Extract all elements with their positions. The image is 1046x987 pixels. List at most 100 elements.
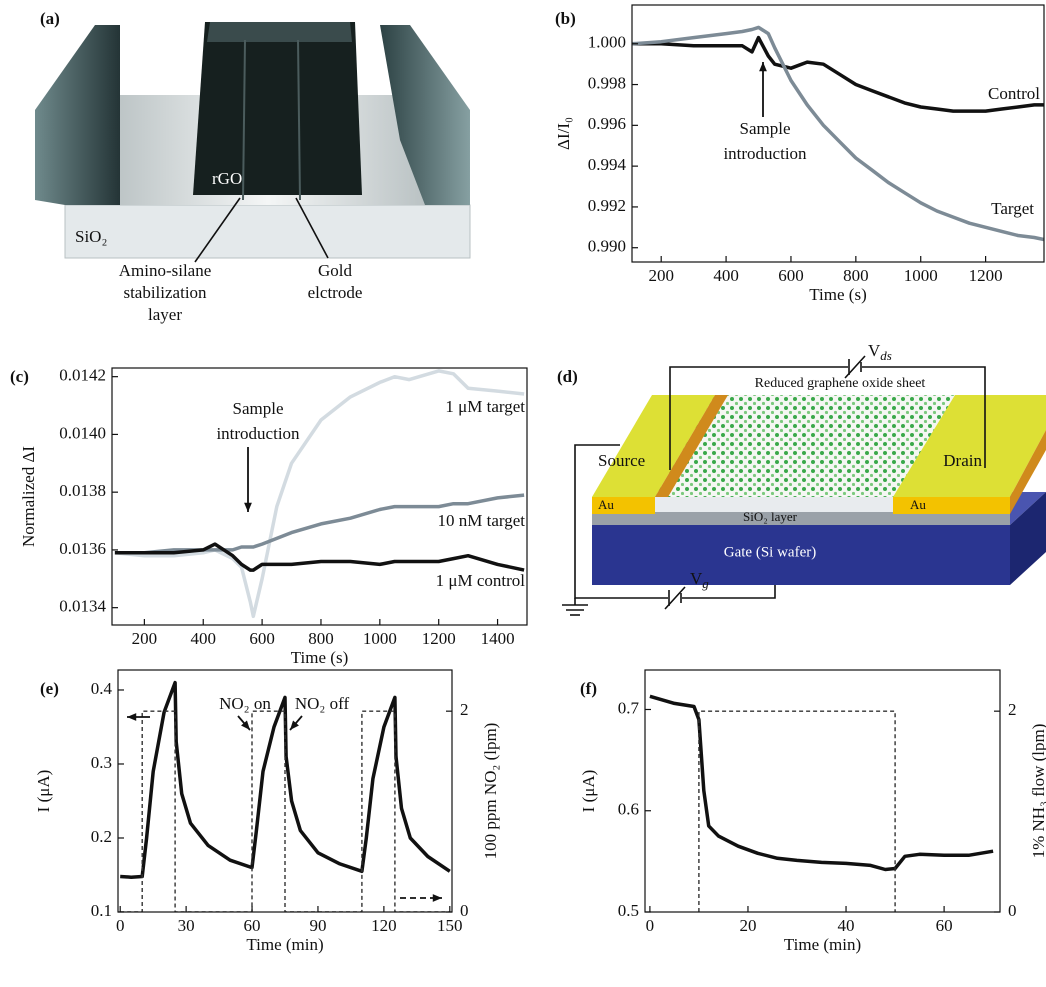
- layer-label: stabilization: [123, 283, 207, 302]
- y-tick-label: 0.2: [91, 827, 112, 846]
- series-label: 10 nM target: [437, 511, 525, 530]
- annotation: introduction: [216, 424, 300, 443]
- axes-frame: [117, 669, 453, 913]
- arrow-head: [432, 894, 442, 902]
- annotation: Sample: [233, 399, 284, 418]
- source-front: [592, 497, 655, 514]
- panel-label: (c): [10, 367, 29, 386]
- series-line: [632, 35, 1044, 113]
- y-tick-label: 0.5: [618, 901, 639, 920]
- series-line: [632, 25, 1044, 242]
- substrate-label: SiO₂: [75, 227, 107, 246]
- annotation: Sample: [740, 119, 791, 138]
- x-tick-label: 600: [249, 629, 275, 648]
- y-tick-label: 0.992: [588, 196, 626, 215]
- series-line: [649, 694, 994, 872]
- y2-axis-title: 100 ppm NO₂ (lpm): [481, 723, 500, 860]
- panel-label: (a): [40, 9, 60, 28]
- y2-tick-label: 2: [1008, 700, 1017, 719]
- drain-label: Drain: [943, 451, 982, 470]
- x-tick-label: 600: [778, 266, 804, 285]
- x-tick-label: 400: [190, 629, 216, 648]
- y2-tick-label: 2: [460, 700, 469, 719]
- drain-top: [893, 395, 1046, 497]
- x-tick-label: 60: [936, 916, 953, 935]
- y-tick-label: 0.0142: [59, 366, 106, 385]
- panel-label: (f): [580, 679, 597, 698]
- y-tick-label: 0.998: [588, 73, 626, 92]
- x-tick-label: 60: [244, 916, 261, 935]
- series-label: 1 μM target: [445, 397, 525, 416]
- panel-label: (d): [557, 367, 578, 386]
- rgo-layer: [193, 22, 362, 195]
- pointer: [194, 197, 241, 263]
- y-tick-label: 0.996: [588, 114, 626, 133]
- y-axis-title: I (μA): [34, 770, 53, 813]
- x-axis-title: Time (min): [784, 935, 861, 954]
- source-top: [592, 395, 715, 497]
- y-tick-label: 0.0136: [59, 539, 106, 558]
- x-tick-label: 1200: [969, 266, 1003, 285]
- y-axis-title: ΔI/I₀: [554, 117, 573, 150]
- x-tick-label: 1000: [363, 629, 397, 648]
- x-tick-label: 200: [132, 629, 158, 648]
- x-tick-label: 150: [437, 916, 463, 935]
- gate-label: Gate (Si wafer): [724, 544, 816, 560]
- electrode-label: elctrode: [308, 283, 363, 302]
- series-line: [698, 710, 896, 912]
- substrate: [64, 204, 471, 259]
- layer-label: layer: [148, 305, 182, 324]
- arrow-head: [244, 502, 252, 512]
- x-axis-title: Time (s): [291, 648, 348, 667]
- electrode-edge: [297, 39, 301, 201]
- y-tick-label: 0.0134: [59, 597, 106, 616]
- series-label: 1 μM control: [436, 571, 526, 590]
- annotation: NO₂ off: [295, 694, 350, 713]
- y-tick-label: 0.3: [91, 753, 112, 772]
- panel-label: (e): [40, 679, 59, 698]
- y-tick-label: 0.0138: [59, 481, 106, 500]
- x-tick-label: 120: [371, 916, 397, 935]
- wafer-front: [592, 525, 1010, 585]
- au-label: Au: [598, 497, 614, 512]
- y-tick-label: 0.990: [588, 237, 626, 256]
- x-tick-label: 800: [308, 629, 334, 648]
- x-axis-title: Time (s): [809, 285, 866, 304]
- diagram-d: (d) Vds Reduced graphene oxide sheet Sou…: [557, 341, 1046, 616]
- axes-frame: [111, 367, 528, 626]
- subscript: ds: [880, 348, 892, 363]
- sheet-dots: [655, 395, 955, 497]
- rgo-top: [207, 22, 352, 42]
- battery: [664, 586, 686, 610]
- left-rail: [35, 25, 120, 205]
- x-tick-label: 90: [309, 916, 326, 935]
- electrode-label: Gold: [318, 261, 353, 280]
- series-line: [114, 542, 525, 572]
- v: V: [690, 569, 703, 588]
- vg-label: Vg: [690, 569, 709, 591]
- y2-tick-label: 0: [1008, 901, 1017, 920]
- vds-label: Vds: [868, 341, 892, 363]
- axes-frame: [631, 4, 1045, 263]
- subscript: g: [702, 576, 709, 591]
- axes-frame: [644, 669, 1001, 913]
- wire: [862, 366, 986, 468]
- source-side: [655, 395, 728, 497]
- y-tick-label: 0.0140: [59, 423, 106, 442]
- annotation: introduction: [723, 144, 807, 163]
- y-axis-title: Normalized ΔI: [19, 446, 38, 547]
- x-tick-label: 0: [116, 916, 125, 935]
- y-tick-label: 0.6: [618, 800, 639, 819]
- x-axis-title: Time (min): [246, 935, 323, 954]
- series-line: [120, 710, 450, 912]
- sheet-label: Reduced graphene oxide sheet: [755, 376, 926, 391]
- x-tick-label: 20: [739, 916, 756, 935]
- arrow-head: [127, 713, 137, 721]
- y-tick-label: 1.000: [588, 33, 626, 52]
- pointer: [295, 197, 329, 259]
- wire: [574, 444, 668, 599]
- right-rail: [380, 25, 470, 205]
- panel-label: (b): [555, 9, 576, 28]
- drain-side: [1010, 430, 1046, 514]
